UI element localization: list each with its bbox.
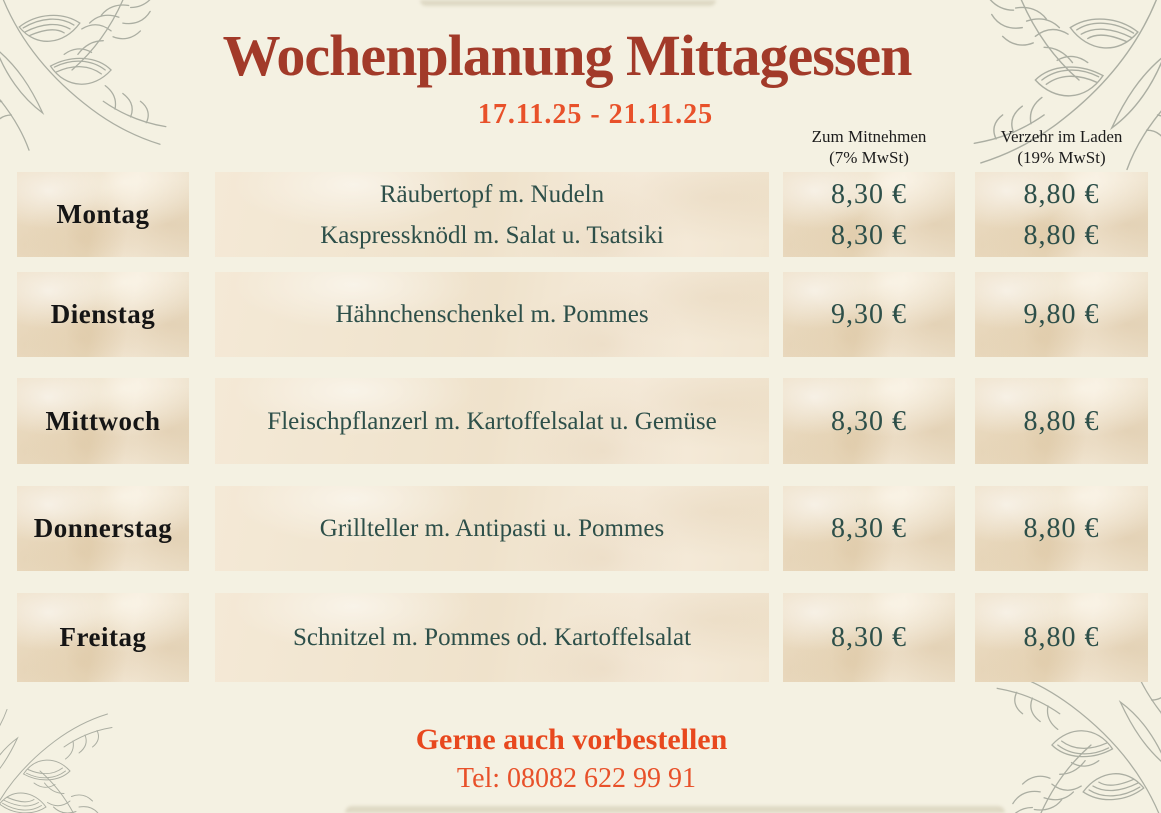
- dish-item: Fleischpflanzerl m. Kartoffelsalat u. Ge…: [267, 407, 717, 435]
- page-title: Wochenplanung Mittagessen: [222, 23, 913, 88]
- takeaway-price: 8,30 €: [831, 405, 907, 437]
- instore-price-list: 8,80 €: [975, 593, 1148, 682]
- menu-row: Freitag Schnitzel m. Pommes od. Kartoffe…: [17, 593, 1148, 682]
- bottom-edge-shadow: [345, 806, 1005, 813]
- takeaway-price: 8,30 €: [831, 178, 907, 210]
- takeaway-price-list: 9,30 €: [783, 272, 955, 357]
- dish-list: Schnitzel m. Pommes od. Kartoffelsalat: [215, 593, 769, 682]
- price-cell-takeaway: 8,30 € 8,30 €: [783, 172, 955, 257]
- dish-cell: Grillteller m. Antipasti u. Pommes: [215, 486, 769, 571]
- instore-price: 8,80 €: [1023, 405, 1100, 437]
- dish-cell: Räubertopf m. Nudeln Kaspressknödl m. Sal…: [215, 172, 769, 257]
- dish-item: Hähnchenschenkel m. Pommes: [335, 301, 649, 328]
- price-cell-instore: 9,80 €: [975, 272, 1148, 357]
- menu-row: Donnerstag Grillteller m. Antipasti u. P…: [17, 486, 1148, 571]
- instore-price-list: 8,80 €: [975, 486, 1148, 571]
- price-cell-takeaway: 9,30 €: [783, 272, 955, 357]
- column-header-instore-vat: (19% MwSt): [1017, 148, 1106, 167]
- dish-item: Kaspressknödl m. Salat u. Tsatsiki: [320, 221, 664, 249]
- dish-list: Räubertopf m. Nudeln Kaspressknödl m. Sal…: [215, 172, 769, 257]
- instore-price: 9,80 €: [1023, 299, 1100, 330]
- day-label: Mittwoch: [45, 405, 161, 436]
- menu-row: Montag Räubertopf m. Nudeln Kaspressknödl…: [17, 172, 1148, 257]
- takeaway-price: 9,30 €: [831, 299, 907, 330]
- price-cell-instore: 8,80 €: [975, 486, 1148, 571]
- instore-price-list: 8,80 €: [975, 378, 1148, 464]
- day-cell: Freitag: [17, 593, 189, 682]
- takeaway-price-list: 8,30 €: [783, 378, 955, 464]
- price-cell-instore: 8,80 €: [975, 593, 1148, 682]
- top-edge-shadow: [420, 0, 716, 6]
- column-header-instore: Verzehr im Laden (19% MwSt): [975, 126, 1148, 168]
- column-header-takeaway-vat: (7% MwSt): [829, 148, 909, 167]
- price-cell-takeaway: 8,30 €: [783, 593, 955, 682]
- menu-row: Mittwoch Fleischpflanzerl m. Kartoffelsa…: [17, 378, 1148, 464]
- day-label: Donnerstag: [33, 513, 173, 543]
- takeaway-price: 8,30 €: [831, 513, 907, 544]
- dish-list: Hähnchenschenkel m. Pommes: [215, 272, 769, 357]
- column-header-takeaway-label: Zum Mitnehmen: [811, 127, 927, 146]
- price-cell-takeaway: 8,30 €: [783, 378, 955, 464]
- column-header-instore-label: Verzehr im Laden: [1000, 127, 1123, 146]
- price-cell-instore: 8,80 €: [975, 378, 1148, 464]
- day-label: Dienstag: [50, 299, 156, 329]
- dish-item: Grillteller m. Antipasti u. Pommes: [319, 515, 665, 542]
- dish-item: Räubertopf m. Nudeln: [379, 180, 605, 208]
- instore-price: 8,80 €: [1023, 622, 1100, 653]
- day-label: Freitag: [59, 622, 147, 652]
- menu-rows: Montag Räubertopf m. Nudeln Kaspressknödl…: [17, 0, 1148, 813]
- day-cell: Montag: [17, 172, 189, 257]
- dish-list: Grillteller m. Antipasti u. Pommes: [215, 486, 769, 571]
- takeaway-price: 8,30 €: [831, 219, 907, 251]
- day-cell: Mittwoch: [17, 378, 189, 464]
- dish-cell: Fleischpflanzerl m. Kartoffelsalat u. Ge…: [215, 378, 769, 464]
- takeaway-price-list: 8,30 € 8,30 €: [783, 172, 955, 257]
- dish-cell: Hähnchenschenkel m. Pommes: [215, 272, 769, 357]
- date-range: 17.11.25 - 21.11.25: [477, 99, 714, 130]
- dish-cell: Schnitzel m. Pommes od. Kartoffelsalat: [215, 593, 769, 682]
- takeaway-price-list: 8,30 €: [783, 486, 955, 571]
- takeaway-price-list: 8,30 €: [783, 593, 955, 682]
- instore-price-list: 9,80 €: [975, 272, 1148, 357]
- instore-price: 8,80 €: [1023, 513, 1100, 544]
- instore-price: 8,80 €: [1023, 178, 1100, 210]
- footer-phone: Tel: 08082 622 99 91: [456, 763, 697, 794]
- column-header-takeaway: Zum Mitnehmen (7% MwSt): [783, 126, 955, 168]
- instore-price: 8,80 €: [1023, 219, 1100, 251]
- day-cell: Dienstag: [17, 272, 189, 357]
- instore-price-list: 8,80 € 8,80 €: [975, 172, 1148, 257]
- day-label: Montag: [56, 199, 150, 229]
- menu-row: Dienstag Hähnchenschenkel m. Pommes 9,30…: [17, 272, 1148, 357]
- footer-preorder: Gerne auch vorbestellen: [415, 723, 728, 756]
- dish-list: Fleischpflanzerl m. Kartoffelsalat u. Ge…: [215, 378, 769, 464]
- price-cell-takeaway: 8,30 €: [783, 486, 955, 571]
- price-cell-instore: 8,80 € 8,80 €: [975, 172, 1148, 257]
- day-cell: Donnerstag: [17, 486, 189, 571]
- dish-item: Schnitzel m. Pommes od. Kartoffelsalat: [292, 624, 692, 651]
- takeaway-price: 8,30 €: [831, 622, 907, 653]
